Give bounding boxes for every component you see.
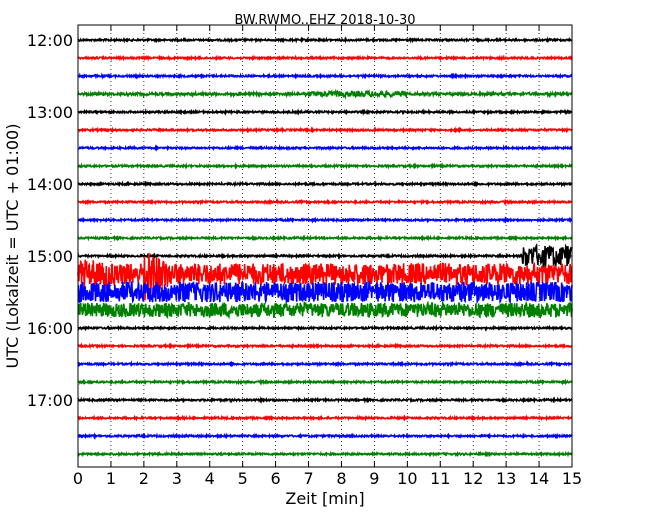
- trace-line: [77, 36, 573, 44]
- y-tick-label: 15:00: [27, 247, 73, 266]
- x-tick-label: 10: [397, 469, 417, 488]
- x-tick-label: 11: [430, 469, 450, 488]
- x-tick-label: 6: [271, 469, 281, 488]
- trace-line: [77, 179, 573, 188]
- y-tick-label: 16:00: [27, 319, 73, 338]
- trace-line: [77, 161, 573, 170]
- chart-title: BW.RWMO..EHZ 2018-10-30: [234, 13, 415, 28]
- x-tick-label: 4: [205, 469, 215, 488]
- y-tick-label: 13:00: [27, 103, 73, 122]
- x-tick-label: 12: [463, 469, 483, 488]
- grid: [110, 25, 540, 467]
- trace-line: [77, 215, 573, 225]
- trace-line: [77, 108, 573, 116]
- x-tick-label: 9: [369, 469, 379, 488]
- x-tick-label: 8: [336, 469, 346, 488]
- y-tick-label: 14:00: [27, 175, 73, 194]
- x-tick-label: 5: [238, 469, 248, 488]
- x-tick-label: 7: [303, 469, 313, 488]
- y-tick-label: 17:00: [27, 391, 73, 410]
- trace-line: [77, 54, 573, 62]
- trace-line: [77, 300, 573, 320]
- trace-line: [77, 126, 573, 134]
- traces: [77, 36, 573, 458]
- trace-line: [77, 359, 573, 368]
- axis-ticks: 0 1 2 3 4 5 6 7 8 9 10 11 12 13 14 1512:0013:0014:0015:…: [27, 25, 582, 488]
- x-tick-label: 1: [106, 469, 116, 488]
- trace-line: [77, 378, 573, 386]
- x-tick-label: 3: [172, 469, 182, 488]
- x-tick-label: 13: [496, 469, 516, 488]
- trace-line: [77, 342, 573, 350]
- trace-line: [77, 414, 573, 423]
- plot-frame: [77, 24, 573, 468]
- trace-line: [77, 198, 573, 206]
- trace-line: [77, 432, 573, 440]
- trace-line: [77, 72, 573, 80]
- x-axis-label: Zeit [min]: [285, 489, 364, 508]
- trace-line: [77, 450, 573, 458]
- trace-line: [77, 88, 573, 100]
- trace-line: [77, 144, 573, 152]
- trace-line: [77, 280, 573, 305]
- x-tick-label: 2: [139, 469, 149, 488]
- trace-line: [77, 242, 573, 268]
- trace-line: [77, 252, 573, 301]
- x-tick-label: 15: [562, 469, 582, 488]
- x-tick-label: 0: [73, 469, 83, 488]
- trace-line: [77, 324, 573, 332]
- trace-line: [77, 395, 573, 404]
- trace-line: [77, 234, 573, 242]
- y-tick-label: 12:00: [27, 31, 73, 50]
- y-axis-label: UTC (Lokalzeit = UTC + 01:00): [3, 124, 22, 369]
- x-tick-label: 14: [529, 469, 549, 488]
